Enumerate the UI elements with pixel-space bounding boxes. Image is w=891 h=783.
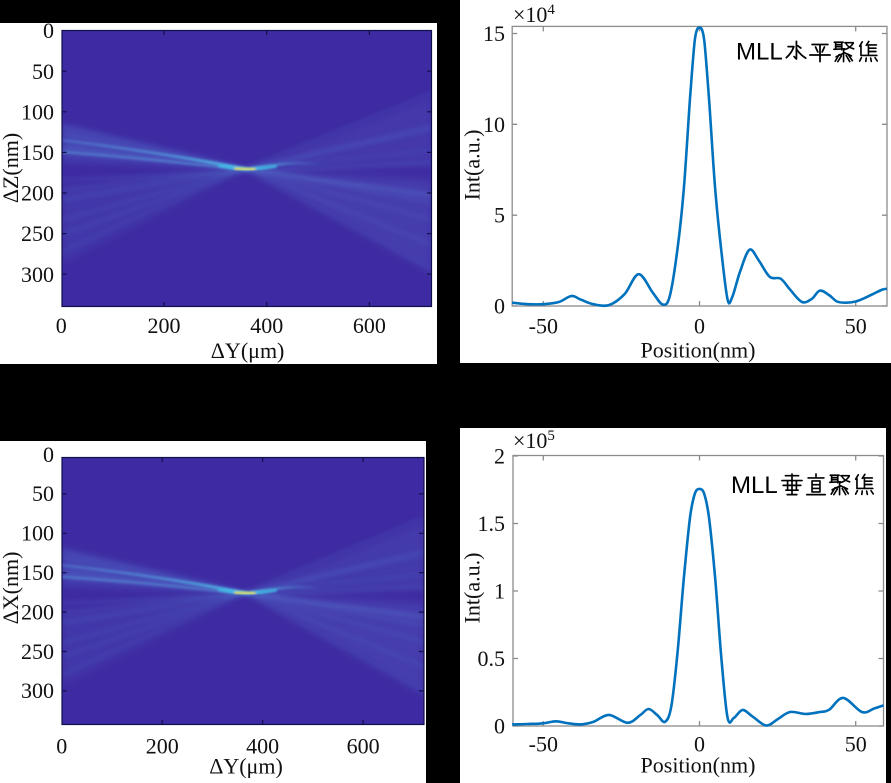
svg-text:×104: ×104 bbox=[513, 2, 555, 27]
svg-text:-50: -50 bbox=[529, 732, 558, 757]
svg-text:200: 200 bbox=[21, 181, 54, 206]
svg-text:ΔX(nm): ΔX(nm) bbox=[0, 552, 23, 625]
svg-text:×105: ×105 bbox=[513, 428, 555, 453]
svg-text:ΔZ(nm): ΔZ(nm) bbox=[0, 133, 23, 203]
svg-text:50: 50 bbox=[32, 481, 54, 506]
svg-text:Position(nm): Position(nm) bbox=[641, 338, 756, 363]
svg-text:15: 15 bbox=[483, 21, 505, 46]
svg-text:150: 150 bbox=[21, 140, 54, 165]
svg-text:250: 250 bbox=[21, 221, 54, 246]
svg-text:10: 10 bbox=[483, 112, 505, 137]
svg-text:400: 400 bbox=[246, 733, 279, 758]
svg-text:600: 600 bbox=[347, 733, 380, 758]
svg-text:-50: -50 bbox=[529, 314, 558, 339]
svg-text:ΔY(μm): ΔY(μm) bbox=[209, 753, 283, 778]
svg-text:0: 0 bbox=[694, 732, 705, 757]
svg-text:100: 100 bbox=[21, 521, 54, 546]
svg-text:50: 50 bbox=[32, 59, 54, 84]
svg-text:250: 250 bbox=[21, 639, 54, 664]
svg-text:400: 400 bbox=[250, 313, 283, 338]
svg-text:MLL: MLL bbox=[736, 39, 783, 66]
svg-text:50: 50 bbox=[845, 314, 867, 339]
svg-text:0: 0 bbox=[56, 733, 67, 758]
svg-text:200: 200 bbox=[146, 733, 179, 758]
svg-text:0: 0 bbox=[694, 314, 705, 339]
svg-text:600: 600 bbox=[353, 313, 386, 338]
svg-text:ΔY(μm): ΔY(μm) bbox=[211, 338, 285, 363]
svg-text:1: 1 bbox=[494, 579, 505, 604]
svg-text:0.5: 0.5 bbox=[478, 646, 506, 671]
svg-text:5: 5 bbox=[494, 203, 505, 228]
svg-text:300: 300 bbox=[21, 678, 54, 703]
svg-text:100: 100 bbox=[21, 99, 54, 124]
svg-text:0: 0 bbox=[494, 294, 505, 319]
svg-text:200: 200 bbox=[21, 599, 54, 624]
svg-text:0: 0 bbox=[494, 714, 505, 739]
svg-text:Position(nm): Position(nm) bbox=[641, 753, 756, 778]
svg-text:0: 0 bbox=[56, 313, 67, 338]
svg-text:200: 200 bbox=[148, 313, 181, 338]
svg-text:Int(a.u.): Int(a.u.) bbox=[460, 553, 485, 624]
svg-text:50: 50 bbox=[845, 732, 867, 757]
svg-text:MLL: MLL bbox=[731, 472, 778, 499]
svg-text:0: 0 bbox=[43, 23, 54, 43]
svg-text:2: 2 bbox=[494, 444, 505, 469]
svg-text:0: 0 bbox=[43, 442, 54, 467]
svg-text:150: 150 bbox=[21, 560, 54, 585]
svg-text:1.5: 1.5 bbox=[478, 511, 506, 536]
svg-text:300: 300 bbox=[21, 262, 54, 287]
svg-text:Int(a.u.): Int(a.u.) bbox=[460, 130, 485, 201]
